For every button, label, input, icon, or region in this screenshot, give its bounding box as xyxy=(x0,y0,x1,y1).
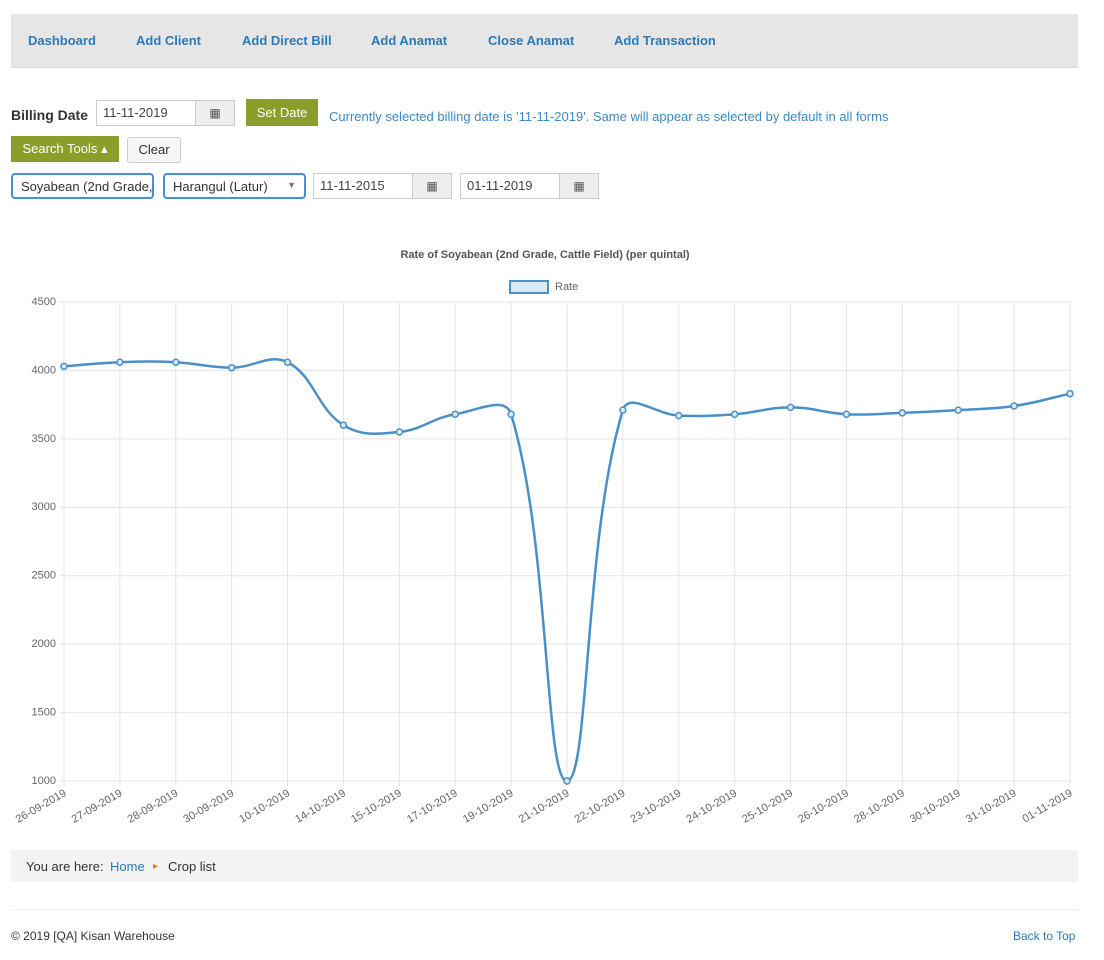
data-point xyxy=(172,358,180,366)
nav-bar: Dashboard Add Client Add Direct Bill Add… xyxy=(11,14,1078,68)
data-point xyxy=(563,777,571,785)
data-point xyxy=(507,410,515,418)
nav-link[interactable]: Dashboard xyxy=(28,33,96,48)
data-point xyxy=(898,409,907,417)
x-tick-label: 15-10-2019 xyxy=(349,787,404,826)
billing-label: Billing Date xyxy=(11,107,89,123)
breadcrumb-arrow: ▸ xyxy=(153,861,159,872)
x-tick-label: 19-10-2019 xyxy=(461,787,516,826)
legend-label: Rate xyxy=(555,281,578,293)
breadcrumb-link[interactable]: Home xyxy=(110,859,145,874)
data-point xyxy=(730,410,739,418)
x-tick-label: 26-09-2019 xyxy=(14,787,69,826)
data-point xyxy=(954,406,962,414)
market-select[interactable]: Harangul (Latur) ▼ xyxy=(163,173,306,199)
x-tick-label: 26-10-2019 xyxy=(796,787,851,826)
legend-swatch xyxy=(509,280,549,294)
copyright: © 2019 [QA] Kisan Warehouse xyxy=(11,929,175,943)
search-tools-text: Search Tools xyxy=(22,141,98,156)
from-date-input[interactable]: 11-11-2015 xyxy=(313,173,413,199)
x-tick-label: 30-09-2019 xyxy=(181,787,236,826)
y-tick-label: 1500 xyxy=(32,706,56,718)
calendar-button[interactable]: ▦ xyxy=(412,173,452,199)
back-to-top[interactable]: Back to Top xyxy=(1013,929,1076,943)
set-date-button[interactable]: Set Date xyxy=(246,99,318,126)
data-point xyxy=(842,410,851,418)
footer-divider xyxy=(11,909,1078,910)
data-point xyxy=(675,411,683,420)
x-tick-label: 28-10-2019 xyxy=(852,787,907,826)
nav-link[interactable]: Add Client xyxy=(136,33,201,48)
data-point xyxy=(619,406,627,414)
x-tick-label: 31-10-2019 xyxy=(964,787,1019,826)
y-tick-label: 4000 xyxy=(32,364,56,376)
x-tick-label: 10-10-2019 xyxy=(237,787,292,826)
data-point xyxy=(395,428,404,436)
x-tick-label: 24-10-2019 xyxy=(684,787,739,826)
nav-link[interactable]: Close Anamat xyxy=(488,33,575,48)
data-point xyxy=(283,358,292,366)
x-tick-label: 17-10-2019 xyxy=(405,787,460,826)
data-point xyxy=(116,358,124,366)
date-input[interactable]: 11-11-2019 xyxy=(96,100,196,126)
market-text: Harangul (Latur) xyxy=(173,179,268,194)
calendar-button[interactable]: ▦ xyxy=(195,100,235,126)
nav-link[interactable]: Add Anamat xyxy=(371,33,448,48)
chart: Rate of Soyabean (2nd Grade, Cattle Fiel… xyxy=(14,249,1075,826)
data-point xyxy=(1066,389,1074,398)
x-tick-label: 30-10-2019 xyxy=(908,787,963,826)
nav-link[interactable]: Add Transaction xyxy=(614,33,716,48)
search-tools-button[interactable]: Search Tools ▴ xyxy=(11,136,119,162)
breadcrumb: You are here: Home ▸ Crop list xyxy=(11,850,1078,882)
billing-message: Currently selected billing date is '11-1… xyxy=(329,109,889,124)
crop-select[interactable]: Soyabean (2nd Grade, Cattle Field) xyxy=(11,173,154,199)
y-tick-label: 2500 xyxy=(32,570,56,582)
clear-button[interactable]: Clear xyxy=(127,137,181,163)
x-tick-label: 21-10-2019 xyxy=(517,787,572,826)
y-tick-label: 1000 xyxy=(32,775,56,787)
nav-link[interactable]: Add Direct Bill xyxy=(242,33,332,48)
data-point xyxy=(786,403,795,412)
x-tick-label: 23-10-2019 xyxy=(629,787,684,826)
to-date-input[interactable]: 01-11-2019 xyxy=(460,173,560,199)
data-point xyxy=(60,362,68,371)
data-point xyxy=(1010,402,1018,410)
chart-title: Rate of Soyabean (2nd Grade, Cattle Fiel… xyxy=(400,249,689,261)
x-tick-label: 28-09-2019 xyxy=(126,787,181,826)
y-tick-label: 3000 xyxy=(32,501,56,513)
y-tick-label: 2000 xyxy=(32,638,56,650)
data-point xyxy=(339,421,348,429)
breadcrumb-prefix: You are here: xyxy=(26,859,104,874)
y-tick-label: 4500 xyxy=(32,296,56,308)
x-tick-label: 25-10-2019 xyxy=(740,787,795,826)
x-tick-label: 27-09-2019 xyxy=(70,787,125,826)
calendar-button[interactable]: ▦ xyxy=(559,173,599,199)
data-point xyxy=(451,410,459,418)
y-tick-label: 3500 xyxy=(32,433,56,445)
x-tick-label: 14-10-2019 xyxy=(293,787,348,826)
x-tick-label: 22-10-2019 xyxy=(573,787,628,826)
breadcrumb-current: Crop list xyxy=(168,859,216,874)
x-tick-label: 01-11-2019 xyxy=(1020,787,1074,825)
data-point xyxy=(227,363,236,372)
